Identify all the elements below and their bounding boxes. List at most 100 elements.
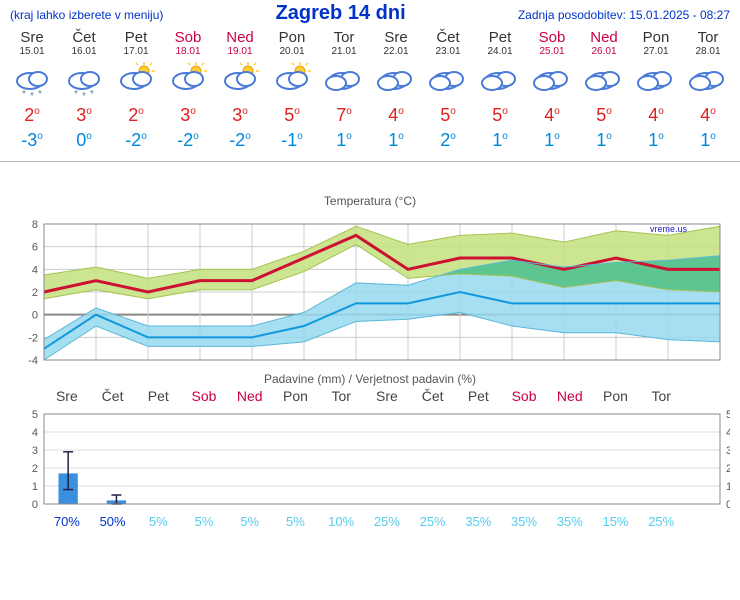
- svg-text:1: 1: [726, 481, 730, 493]
- precip-probability: 25%: [364, 514, 410, 529]
- day-name: Pon: [266, 29, 318, 46]
- forecast-day[interactable]: Tor21.017o1o: [318, 29, 370, 151]
- forecast-day[interactable]: Pon20.015o-1o: [266, 29, 318, 151]
- day-name: Ned: [578, 29, 630, 46]
- precip-probability: 50%: [90, 514, 136, 529]
- day-name: Čet: [58, 29, 110, 46]
- forecast-day[interactable]: Ned26.01 5o 1o: [578, 29, 630, 151]
- svg-text:3: 3: [32, 445, 38, 457]
- forecast-day[interactable]: Čet16.01***3o0o: [58, 29, 110, 151]
- day-name: Pet: [474, 29, 526, 46]
- day-date: 19.01: [214, 46, 266, 57]
- forecast-day[interactable]: Pet24.015o1o: [474, 29, 526, 151]
- day-name: Tor: [318, 29, 370, 46]
- day-date: 15.01: [6, 46, 58, 57]
- weather-icon: [266, 59, 318, 99]
- precip-probability: 25%: [410, 514, 456, 529]
- weather-icon: [110, 59, 162, 99]
- precip-probability: 5%: [273, 514, 319, 529]
- precip-day-label: Pet: [135, 388, 181, 404]
- temp-low: -1o: [266, 130, 318, 151]
- charts-area: Temperatura (°C) -4-202468vreme.us Padav…: [0, 194, 740, 535]
- day-date: 21.01: [318, 46, 370, 57]
- forecast-day[interactable]: Sob18.013o-2o: [162, 29, 214, 151]
- precip-day-label: Sre: [44, 388, 90, 404]
- svg-text:8: 8: [32, 219, 38, 231]
- svg-text:2: 2: [32, 287, 38, 299]
- temp-high: 4o: [630, 105, 682, 126]
- precip-day-label: Sob: [501, 388, 547, 404]
- header-bar: (kraj lahko izberete v meniju) Zagreb 14…: [0, 0, 740, 25]
- svg-text:-2: -2: [28, 332, 38, 344]
- temp-low: -2o: [162, 130, 214, 151]
- weather-icon: [682, 59, 734, 99]
- precip-day-label: Ned: [547, 388, 593, 404]
- day-date: 18.01: [162, 46, 214, 57]
- temp-high: 5o: [578, 105, 630, 126]
- day-name: Sob: [526, 29, 578, 46]
- day-date: 16.01: [58, 46, 110, 57]
- precip-probability: 5%: [135, 514, 181, 529]
- menu-hint[interactable]: (kraj lahko izberete v meniju): [10, 8, 163, 22]
- precip-day-label: Pet: [455, 388, 501, 404]
- forecast-day[interactable]: Sre15.01***2o-3o: [6, 29, 58, 151]
- svg-text:0: 0: [726, 499, 730, 511]
- temp-high: 3o: [58, 105, 110, 126]
- last-updated: Zadnja posodobitev: 15.01.2025 - 08:27: [518, 8, 730, 22]
- day-date: 20.01: [266, 46, 318, 57]
- svg-text:vreme.us: vreme.us: [650, 224, 688, 234]
- precip-day-label: Čet: [90, 388, 136, 404]
- svg-text:4: 4: [32, 264, 38, 276]
- svg-text:4: 4: [32, 427, 38, 439]
- temp-high: 4o: [682, 105, 734, 126]
- forecast-day[interactable]: Pon27.01 4o 1o: [630, 29, 682, 151]
- temp-low: 0o: [58, 130, 110, 151]
- precip-day-label: Pon: [273, 388, 319, 404]
- svg-text:*: *: [30, 91, 34, 99]
- temp-low: 1o: [526, 130, 578, 151]
- temp-low: -2o: [214, 130, 266, 151]
- temp-low: -2o: [110, 130, 162, 151]
- day-date: 26.01: [578, 46, 630, 57]
- temp-high: 3o: [162, 105, 214, 126]
- temp-low: 1o: [474, 130, 526, 151]
- precip-day-label: Tor: [638, 388, 684, 404]
- forecast-day[interactable]: Sob25.01 4o 1o: [526, 29, 578, 151]
- precip-probability: 35%: [547, 514, 593, 529]
- temp-high: 4o: [370, 105, 422, 126]
- forecast-day[interactable]: Čet23.015o2o: [422, 29, 474, 151]
- temp-low: 1o: [370, 130, 422, 151]
- day-date: 27.01: [630, 46, 682, 57]
- temp-low: 1o: [578, 130, 630, 151]
- day-date: 24.01: [474, 46, 526, 57]
- svg-text:*: *: [90, 89, 94, 99]
- temp-low: 1o: [318, 130, 370, 151]
- temp-high: 4o: [526, 105, 578, 126]
- day-date: 25.01: [526, 46, 578, 57]
- forecast-day[interactable]: Ned19.013o-2o: [214, 29, 266, 151]
- weather-icon: ***: [58, 59, 110, 99]
- weather-icon: [630, 59, 682, 99]
- svg-text:2: 2: [32, 463, 38, 475]
- precip-day-label: Sob: [181, 388, 227, 404]
- day-name: Sre: [6, 29, 58, 46]
- temp-low: 1o: [630, 130, 682, 151]
- day-date: 23.01: [422, 46, 474, 57]
- svg-text:6: 6: [32, 242, 38, 254]
- svg-text:*: *: [82, 91, 86, 99]
- forecast-day[interactable]: Sre22.014o1o: [370, 29, 422, 151]
- temp-low: 2o: [422, 130, 474, 151]
- day-name: Tor: [682, 29, 734, 46]
- precipitation-chart: 001122334455: [0, 404, 730, 514]
- precip-day-label: Pon: [593, 388, 639, 404]
- svg-text:4: 4: [726, 427, 730, 439]
- temp-high: 2o: [110, 105, 162, 126]
- svg-text:2: 2: [726, 463, 730, 475]
- day-name: Pon: [630, 29, 682, 46]
- weather-icon: [214, 59, 266, 99]
- precip-probability: 5%: [227, 514, 273, 529]
- forecast-day[interactable]: Pet17.012o-2o: [110, 29, 162, 151]
- precip-day-label: Ned: [227, 388, 273, 404]
- forecast-day[interactable]: Tor28.014o1o: [682, 29, 734, 151]
- svg-text:*: *: [38, 89, 42, 99]
